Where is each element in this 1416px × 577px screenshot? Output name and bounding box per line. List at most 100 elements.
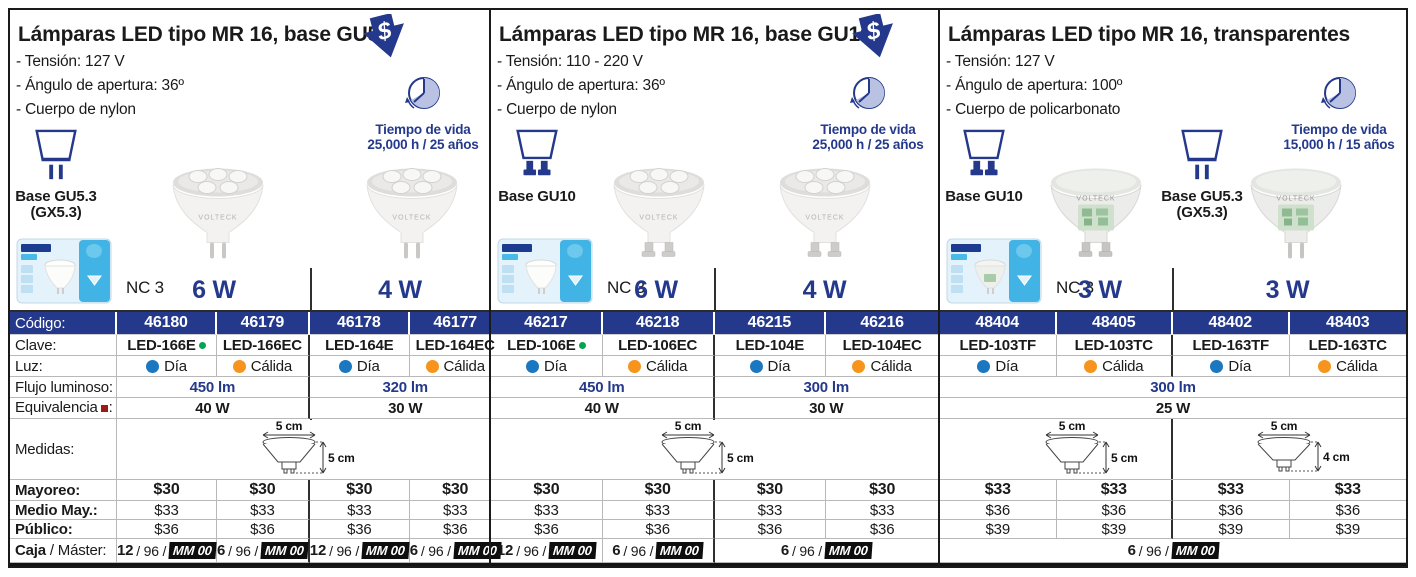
- led-bulb-image-gu10: VOLTECK: [613, 168, 705, 257]
- medidas-cell: 5 cm 5 cm 5 cm: [940, 419, 1406, 480]
- row-label-publico: Público:: [10, 520, 117, 539]
- row-label-clave: Clave:: [10, 335, 117, 356]
- publico-price: $36: [491, 520, 603, 539]
- clave-cell: LED-164E: [309, 335, 410, 356]
- lifetime-text: Tiempo de vida 15,000 h / 15 años: [1283, 122, 1395, 152]
- clock-icon: [850, 77, 885, 109]
- product-table: 48404 48405 48402 48403 LED-103TF LED-10…: [940, 310, 1406, 566]
- spec-line: - Tensión: 110 - 220 V: [497, 53, 643, 70]
- panel-title: Lámparas LED tipo MR 16, base GU5.3: [18, 23, 397, 46]
- medio-mayoreo-price: $33: [602, 501, 715, 520]
- dimension-diagram: 5 cm 5 cm: [641, 420, 761, 479]
- luz-cell: Día: [940, 356, 1057, 377]
- svg-text:5 cm: 5 cm: [675, 420, 702, 433]
- nc-code: NC 3: [607, 278, 645, 297]
- medidas-cell: 5 cm 5 cm: [491, 419, 938, 480]
- svg-text:VOLTECK: VOLTECK: [639, 215, 678, 222]
- led-bulb-image-gu53: VOLTECK: [366, 168, 458, 259]
- flujo-cell: 450 lm: [491, 377, 715, 398]
- base-label: Base GU5.3 (GX5.3): [1161, 188, 1243, 221]
- publico-price: $39: [940, 520, 1057, 539]
- luz-cell: Día: [1173, 356, 1290, 377]
- luz-cell: Día: [491, 356, 603, 377]
- base-gu53-legend: Base GU5.3 (GX5.3): [10, 128, 102, 221]
- led-bulb-image-gu10: VOLTECK: [779, 168, 871, 257]
- base-gu53-legend: Base GU5.3 (GX5.3): [1152, 128, 1252, 221]
- blister-pack-image: [16, 238, 112, 304]
- equivalencia-square-icon: [100, 405, 108, 412]
- svg-text:5 cm: 5 cm: [1059, 420, 1086, 433]
- clave-cell: LED-164EC: [409, 335, 501, 356]
- wattage-label: 4 W: [378, 276, 422, 304]
- mayoreo-price: $33: [1289, 480, 1406, 501]
- caja-master-cell: 12/ 96 /MM 00: [117, 539, 217, 563]
- clock-icon: [405, 77, 440, 109]
- wattage-label: 4 W: [802, 276, 847, 304]
- mayoreo-price: $33: [1056, 480, 1173, 501]
- panel-mr16-transparentes: Lámparas LED tipo MR 16, transparentes -…: [938, 10, 1406, 566]
- codigo-cell: 48403: [1289, 312, 1406, 335]
- spec-line: - Ángulo de apertura: 36º: [16, 77, 184, 94]
- lifetime-text: Tiempo de vida 25,000 h / 25 años: [367, 122, 479, 152]
- row-label-codigo: Código:: [10, 312, 117, 335]
- medio-mayoreo-price: $36: [1056, 501, 1173, 520]
- nc-code: NC 3: [126, 278, 164, 297]
- panel-title: Lámparas LED tipo MR 16, base GU10: [499, 23, 872, 46]
- spec-line: - Tensión: 127 V: [16, 53, 125, 70]
- row-label-mayoreo: Mayoreo:: [10, 480, 117, 501]
- publico-price: $39: [1289, 520, 1406, 539]
- equivalencia-cell: 40 W: [117, 398, 310, 419]
- base-gu10-icon: [963, 129, 1005, 176]
- clave-cell: LED-106E: [491, 335, 603, 356]
- mayoreo-price: $33: [1173, 480, 1290, 501]
- mayoreo-price: $30: [602, 480, 715, 501]
- clave-cell: LED-103TC: [1056, 335, 1173, 356]
- luz-cell: Día: [309, 356, 410, 377]
- medidas-cell: 5 cm 5 cm: [117, 419, 501, 480]
- row-label-luz: Luz:: [10, 356, 117, 377]
- mm-badge: MM 00: [361, 542, 410, 559]
- light-color-dot: [749, 359, 763, 373]
- light-color-dot: [425, 359, 439, 373]
- mm-badge: MM 00: [1171, 542, 1220, 559]
- light-color-dot: [852, 359, 866, 373]
- publico-price: $36: [216, 520, 310, 539]
- clave-cell: LED-106EC: [602, 335, 715, 356]
- wattage-label: 3 W: [1265, 276, 1310, 304]
- group-divider: [1171, 419, 1173, 479]
- caja-master-cell: 6/ 96 /MM 00: [940, 539, 1406, 563]
- svg-text:5 cm: 5 cm: [1271, 420, 1298, 433]
- clave-cell: LED-163TC: [1289, 335, 1406, 356]
- publico-price: $39: [1056, 520, 1173, 539]
- codigo-cell: 46216: [826, 312, 938, 335]
- light-color-dot: [1318, 359, 1332, 373]
- mm-badge: MM 00: [655, 542, 704, 559]
- luz-cell: Cálida: [826, 356, 938, 377]
- mm-badge: MM 00: [260, 542, 309, 559]
- base-gu10-legend: Base GU10: [940, 128, 1028, 205]
- codigo-cell: 46218: [602, 312, 715, 335]
- luz-cell: Día: [117, 356, 217, 377]
- panel-mr16-gu53: Lámparas LED tipo MR 16, base GU5.3 $ - …: [10, 10, 502, 566]
- equivalencia-cell: 30 W: [714, 398, 938, 419]
- codigo-cell: 46179: [216, 312, 310, 335]
- spec-list: - Tensión: 110 - 220 V - Ángulo de apert…: [497, 50, 665, 122]
- svg-text:5 cm: 5 cm: [1111, 451, 1138, 465]
- medio-mayoreo-price: $33: [491, 501, 603, 520]
- base-gu53-icon: [1181, 129, 1223, 180]
- base-label: Base GU10: [945, 188, 1023, 205]
- clave-cell: LED-103TF: [940, 335, 1057, 356]
- wattage-label: 6 W: [192, 276, 236, 304]
- mm-badge: MM 00: [548, 542, 597, 559]
- base-label: Base GU10: [498, 188, 576, 205]
- mayoreo-price: $30: [117, 480, 217, 501]
- publico-price: $36: [409, 520, 501, 539]
- codigo-cell: 48404: [940, 312, 1057, 335]
- caja-master-cell: 6/ 96 /MM 00: [216, 539, 310, 563]
- dimension-diagram: 5 cm 4 cm: [1237, 420, 1357, 479]
- base-gu53-icon: [35, 129, 77, 180]
- lifetime-text: Tiempo de vida 25,000 h / 25 años: [812, 122, 924, 152]
- publico-price: $36: [714, 520, 827, 539]
- catalog-frame: Lámparas LED tipo MR 16, base GU5.3 $ - …: [8, 8, 1408, 568]
- mayoreo-price: $30: [409, 480, 501, 501]
